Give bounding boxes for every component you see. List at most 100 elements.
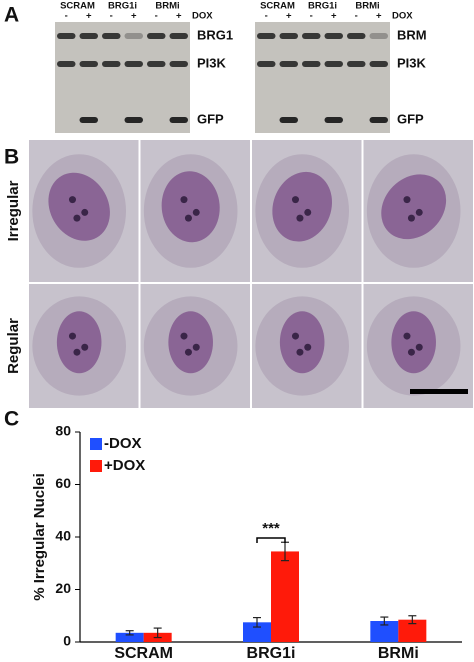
nucleolus: [403, 196, 411, 204]
nucleus: [56, 311, 102, 374]
protein-label: GFP: [397, 111, 424, 126]
nucleolus: [291, 196, 299, 204]
protein-band: [169, 61, 188, 67]
nucleolus: [192, 343, 200, 351]
nucleus: [161, 171, 220, 243]
protein-band: [324, 33, 343, 39]
nucleolus: [304, 343, 312, 351]
nucleolus: [192, 208, 200, 216]
lane-group-label: SCRAM: [260, 1, 295, 12]
lane-sign: +: [176, 11, 182, 22]
lane-sign: -: [155, 11, 158, 22]
treatment-label: DOX: [392, 11, 413, 22]
error-bar: [380, 616, 389, 626]
y-tick-label: 20: [55, 580, 71, 596]
bar: [271, 551, 299, 642]
significance-bracket: [256, 537, 286, 543]
protein-band: [347, 33, 366, 39]
nucleolus: [407, 214, 415, 222]
nucleolus: [403, 332, 411, 340]
panel-label: B: [4, 146, 19, 169]
legend-swatch: [90, 438, 102, 450]
error-bar: [153, 627, 162, 639]
lane-sign: +: [331, 11, 337, 22]
lane-sign: -: [310, 11, 313, 22]
protein-band: [369, 33, 388, 39]
protein-band: [79, 33, 98, 39]
nucleus: [381, 174, 447, 240]
nucleolus: [68, 196, 76, 204]
protein-band: [169, 33, 188, 39]
bar: [398, 619, 427, 642]
protein-band: [79, 61, 98, 67]
protein-band: [324, 117, 343, 123]
protein-band: [324, 61, 343, 67]
lane-sign: +: [86, 11, 92, 22]
y-tick-label: 80: [55, 423, 71, 439]
nucleolus: [180, 196, 188, 204]
protein-band: [124, 61, 143, 67]
protein-label: GFP: [197, 111, 224, 126]
panel-label: C: [4, 408, 19, 431]
protein-band: [169, 117, 188, 123]
nucleolus: [296, 214, 304, 222]
protein-band: [369, 61, 388, 67]
lane-group-label: BRMi: [355, 1, 379, 12]
legend-label: +DOX: [104, 457, 145, 474]
lane-group-label: BRG1i: [108, 1, 137, 12]
lane-sign: -: [65, 11, 68, 22]
significance-label: ***: [262, 520, 280, 537]
protein-band: [102, 33, 121, 39]
protein-band: [279, 117, 298, 123]
lane-sign: -: [355, 11, 358, 22]
legend-swatch: [90, 460, 102, 472]
nucleus: [48, 172, 110, 241]
row-label: Irregular: [5, 180, 22, 241]
blot-membrane: [255, 22, 390, 133]
protein-band: [57, 61, 76, 67]
nucleus: [168, 311, 213, 374]
bar: [115, 632, 144, 642]
lane-sign: +: [131, 11, 137, 22]
protein-label: PI3K: [397, 55, 427, 70]
x-tick-label: BRMi: [378, 645, 419, 662]
nucleolus: [184, 214, 192, 222]
error-bar: [253, 616, 261, 628]
lane-group-label: BRG1i: [308, 1, 337, 12]
nucleolus: [184, 348, 192, 356]
protein-band: [347, 61, 366, 67]
nucleolus: [296, 348, 304, 356]
protein-label: BRG1: [197, 27, 233, 42]
bar: [243, 622, 271, 642]
protein-band: [57, 33, 76, 39]
legend-label: -DOX: [104, 435, 142, 452]
nucleolus: [415, 343, 423, 351]
x-tick-label: BRG1i: [247, 645, 296, 662]
row-label: Regular: [5, 318, 22, 374]
bar: [370, 621, 399, 642]
error-bar: [125, 630, 134, 636]
nucleolus: [291, 332, 299, 340]
protein-band: [302, 61, 321, 67]
protein-band: [147, 61, 166, 67]
nucleolus: [180, 332, 188, 340]
lane-sign: -: [265, 11, 268, 22]
lane-group-label: BRMi: [155, 1, 179, 12]
y-tick-label: 40: [55, 528, 71, 544]
y-tick-label: 0: [63, 633, 71, 649]
protein-band: [279, 33, 298, 39]
lane-sign: +: [286, 11, 292, 22]
treatment-label: DOX: [192, 11, 213, 22]
protein-band: [102, 61, 121, 67]
protein-band: [369, 117, 388, 123]
protein-band: [79, 117, 98, 123]
nucleolus: [415, 208, 423, 216]
nucleus: [272, 171, 333, 242]
protein-band: [302, 33, 321, 39]
y-tick-label: 60: [55, 475, 71, 491]
nucleolus: [304, 208, 312, 216]
y-axis-title: % Irregular Nuclei: [31, 473, 48, 601]
protein-label: PI3K: [197, 55, 227, 70]
protein-band: [124, 33, 143, 39]
